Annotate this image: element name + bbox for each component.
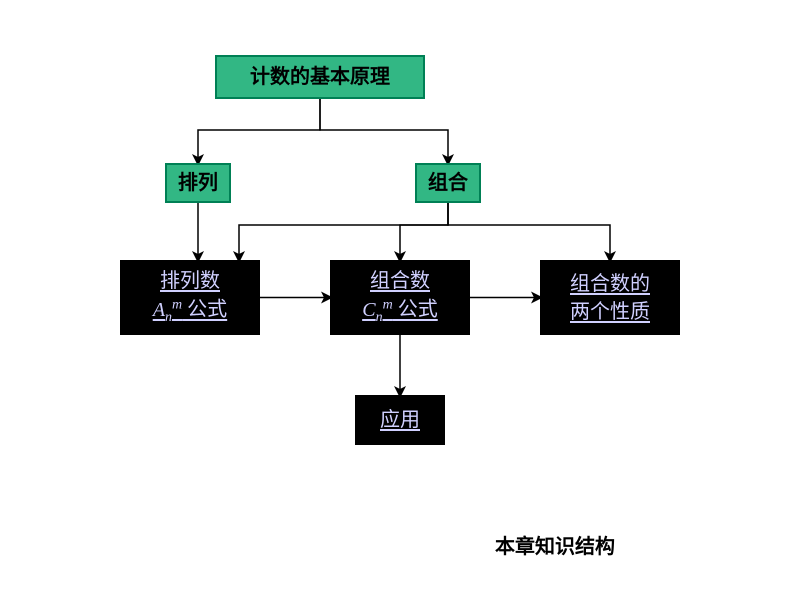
node-root-label: 计数的基本原理 [250,63,390,91]
node-application: 应用 [355,395,445,445]
caption: 本章知识结构 [495,530,615,559]
node-combination-formula-line2: Cnm 公式 [362,295,437,327]
caption-text: 本章知识结构 [495,536,615,558]
node-permutation-formula-content: 排列数 Anm 公式 [153,267,227,327]
node-permutation: 排列 [165,163,231,203]
flowchart-canvas: 计数的基本原理 排列 组合 排列数 Anm 公式 组合数 Cnm 公式 组合数的… [0,0,800,600]
node-combination-properties-content: 组合数的 两个性质 [570,270,650,326]
node-combination: 组合 [415,163,481,203]
node-combination-properties-line2: 两个性质 [570,298,650,326]
node-combination-label: 组合 [428,169,468,197]
node-permutation-label: 排列 [178,169,218,197]
node-root: 计数的基本原理 [215,55,425,99]
node-combination-formula: 组合数 Cnm 公式 [330,260,470,335]
node-permutation-formula-line1: 排列数 [153,267,227,295]
node-combination-formula-content: 组合数 Cnm 公式 [362,267,437,327]
node-combination-properties-line1: 组合数的 [570,270,650,298]
node-application-label: 应用 [380,406,420,434]
node-permutation-formula: 排列数 Anm 公式 [120,260,260,335]
node-permutation-formula-line2: Anm 公式 [153,295,227,327]
node-combination-properties: 组合数的 两个性质 [540,260,680,335]
node-combination-formula-line1: 组合数 [362,267,437,295]
